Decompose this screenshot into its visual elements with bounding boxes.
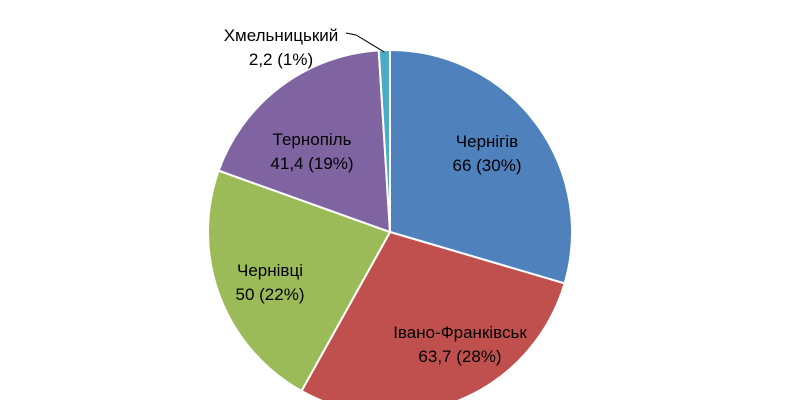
slice-name-label-1: Чернігів (456, 132, 518, 151)
pie-slice-5 (377, 48, 391, 233)
slice-value-label-4: 41,4 (19%) (270, 154, 353, 173)
slice-name-label-2: Івано-Франківськ (393, 323, 527, 342)
pie-slices (207, 48, 573, 405)
slice-value-label-2: 63,7 (28%) (418, 347, 501, 366)
slice-value-label-5: 2,2 (1%) (249, 50, 313, 69)
pie-slice-3 (207, 169, 392, 393)
slice-value-label-3: 50 (22%) (236, 285, 305, 304)
pie-slice-4 (217, 49, 392, 234)
leader-line-5 (345, 32, 385, 53)
slice-labels: Чернігів 66 (30%) Івано-Франківськ 63,7 (28… (224, 26, 528, 366)
slice-name-label-4: Тернопіль (273, 130, 352, 149)
leader-lines (345, 32, 385, 53)
slice-name-label-3: Чернівці (237, 261, 303, 280)
pie-slice-1 (389, 48, 573, 285)
slice-name-label-5: Хмельницький (224, 26, 339, 45)
slice-value-label-1: 66 (30%) (453, 156, 522, 175)
